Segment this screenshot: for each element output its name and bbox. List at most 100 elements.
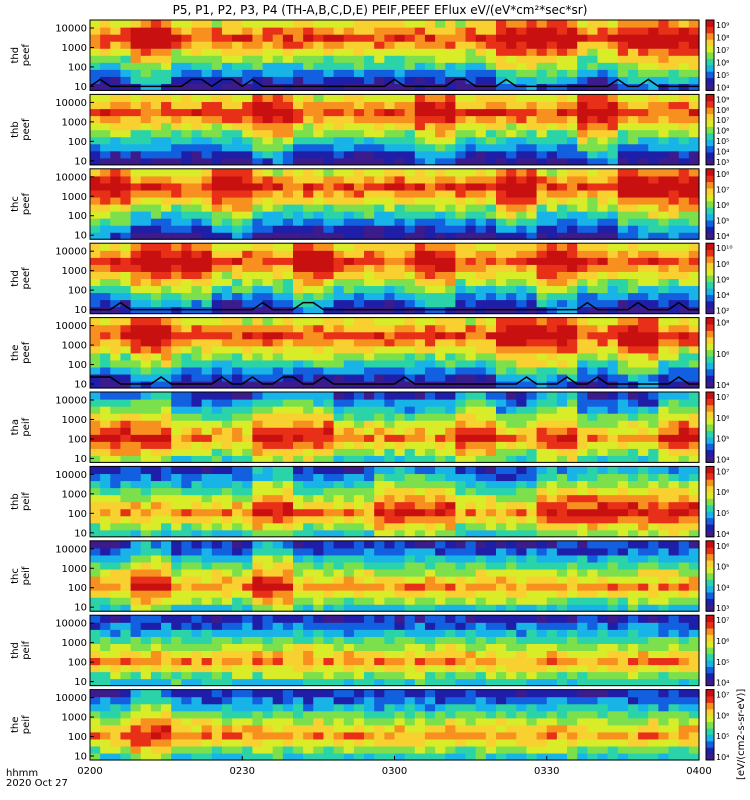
heatmap-cell — [211, 257, 223, 265]
heatmap-cell — [648, 501, 659, 510]
heatmap-cell — [435, 299, 446, 308]
heatmap-cell — [414, 597, 426, 605]
heatmap-cell — [171, 568, 182, 577]
heatmap-cell — [150, 143, 162, 152]
heatmap-cell — [343, 232, 355, 240]
heatmap-cell — [90, 515, 101, 524]
heatmap-cell — [435, 175, 446, 184]
heatmap-cell — [506, 317, 517, 326]
heatmap-cell — [587, 529, 599, 538]
heatmap-cell — [293, 554, 304, 563]
heatmap-cell — [384, 324, 396, 333]
heatmap-cell — [516, 34, 528, 42]
heatmap-cell — [90, 338, 101, 347]
heatmap-cell — [496, 257, 507, 265]
heatmap-cell — [161, 331, 172, 340]
heatmap-cell — [678, 83, 690, 91]
heatmap-cell — [313, 561, 325, 570]
heatmap-cell — [384, 108, 396, 117]
heatmap-cell — [556, 324, 568, 333]
heatmap-cell — [161, 392, 172, 400]
heatmap-cell — [140, 568, 152, 577]
heatmap-cell — [171, 136, 182, 145]
heatmap-cell — [536, 561, 548, 570]
heatmap-cell — [496, 285, 507, 294]
heatmap-cell — [475, 359, 487, 368]
heatmap-cell — [668, 604, 680, 612]
heatmap-cell — [333, 292, 345, 301]
heatmap-cell — [293, 583, 304, 591]
heatmap-cell — [242, 604, 253, 612]
heatmap-cell — [658, 345, 670, 354]
heatmap-cell — [323, 34, 335, 42]
heatmap-cell — [567, 480, 578, 489]
heatmap-cell — [394, 540, 406, 549]
heatmap-cell — [313, 278, 325, 287]
heatmap-cell — [597, 41, 609, 49]
heatmap-cell — [100, 20, 111, 28]
heatmap-cell — [130, 406, 142, 414]
heatmap-cell — [211, 583, 223, 591]
heatmap-cell — [343, 413, 355, 421]
heatmap-cell — [252, 331, 264, 340]
heatmap-cell — [607, 554, 619, 563]
heatmap-cell — [130, 285, 142, 294]
heatmap-cell — [658, 115, 670, 124]
heatmap-cell — [445, 529, 456, 538]
heatmap-cell — [587, 406, 599, 414]
heatmap-cell — [414, 243, 426, 251]
heatmap-cell — [678, 345, 690, 354]
heatmap-cell — [445, 420, 456, 428]
heatmap-cell — [627, 48, 639, 56]
heatmap-cell — [384, 540, 396, 549]
heatmap-cell — [485, 480, 497, 489]
heatmap-cell — [577, 597, 588, 605]
heatmap-cell — [496, 413, 507, 421]
heatmap-cell — [262, 108, 274, 117]
heatmap-cell — [546, 299, 558, 308]
heatmap-cell — [313, 338, 325, 347]
heatmap-cell — [191, 399, 203, 407]
heatmap-cell — [567, 515, 578, 524]
heatmap-cell — [242, 182, 253, 191]
heatmap-cell — [516, 20, 528, 28]
heatmap-cell — [90, 271, 101, 279]
heatmap-cell — [232, 94, 243, 103]
heatmap-cell — [100, 399, 111, 407]
heatmap-cell — [668, 157, 680, 166]
heatmap-cell — [374, 508, 385, 517]
heatmap-cell — [455, 352, 467, 361]
heatmap-cell — [688, 136, 700, 145]
heatmap-cell — [242, 317, 253, 326]
heatmap-cell — [191, 366, 203, 375]
heatmap-cell — [353, 480, 365, 489]
heatmap-cell — [242, 292, 253, 301]
heatmap-cell — [658, 380, 670, 389]
heatmap-cell — [201, 94, 213, 103]
heatmap-cell — [597, 94, 609, 103]
heatmap-cell — [110, 20, 122, 28]
heatmap-cell — [648, 55, 659, 63]
heatmap-cell — [353, 406, 365, 414]
colorbar-tick-label: 10⁷ — [716, 46, 729, 55]
heatmap-cell — [221, 299, 233, 308]
heatmap-cell — [181, 108, 193, 117]
heatmap-cell — [607, 501, 619, 510]
heatmap-cell — [648, 211, 659, 219]
heatmap-cell — [323, 69, 335, 77]
heatmap-cell — [485, 427, 497, 435]
heatmap-cell — [140, 324, 152, 333]
heatmap-cell — [252, 27, 264, 35]
heatmap-cell — [130, 420, 142, 428]
heatmap-cell — [252, 122, 264, 131]
heatmap-cell — [424, 455, 436, 463]
heatmap-cell — [140, 157, 152, 166]
heatmap-cell — [506, 522, 517, 531]
heatmap-cell — [435, 547, 446, 556]
heatmap-cell — [556, 157, 568, 166]
heatmap-cell — [556, 448, 568, 456]
heatmap-cell — [414, 101, 426, 110]
heatmap-cell — [526, 338, 538, 347]
heatmap-cell — [617, 204, 629, 212]
